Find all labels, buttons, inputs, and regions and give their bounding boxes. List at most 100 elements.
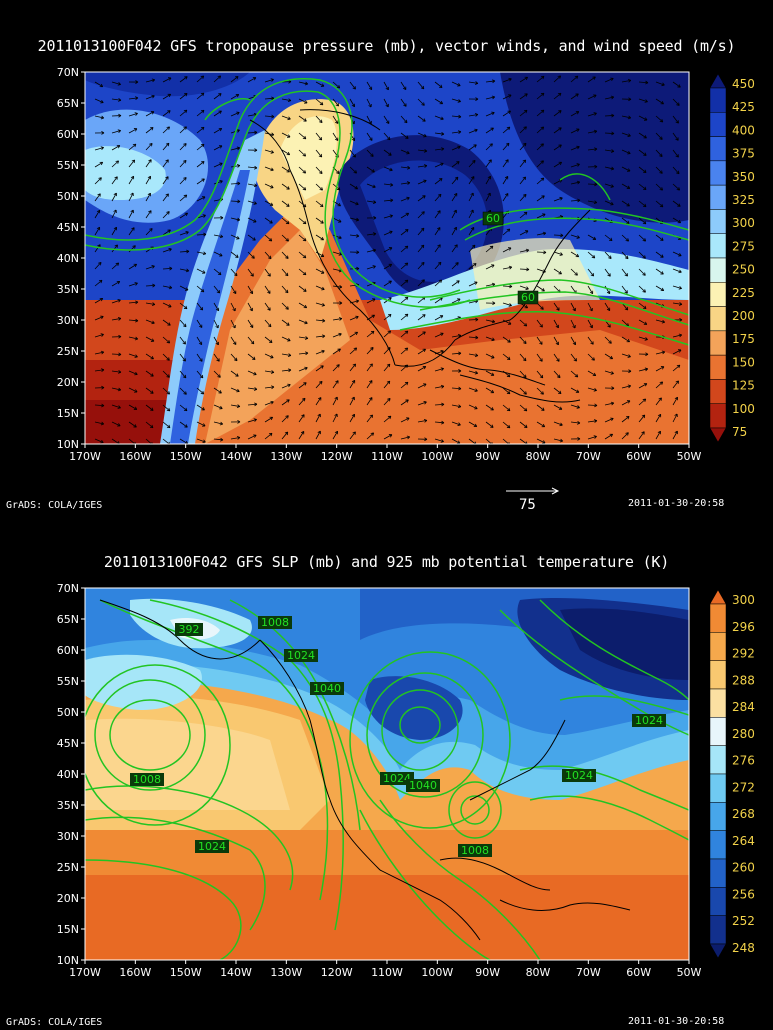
lon-label: 100W — [421, 450, 453, 463]
svg-text:1008: 1008 — [133, 773, 161, 786]
colorbar-label: 350 — [732, 170, 755, 184]
colorbar-swatch — [709, 354, 727, 380]
panel2-footer-right: 2011-01-30-20:58 — [628, 1016, 725, 1027]
lat-label: 25N — [57, 861, 79, 874]
svg-text:1008: 1008 — [261, 616, 289, 629]
colorbar-label: 300 — [732, 216, 755, 230]
panel1-colorbar: 450 425 400 375 350 325 300 275 250 225 200 175 150 1… — [709, 73, 755, 443]
lon-label: 70W — [576, 450, 601, 463]
lon-label: 80W — [526, 966, 551, 979]
panel2-field: 392 1008 1024 1040 1024 1040 1024 1024 1… — [85, 588, 689, 960]
lat-label: 30N — [57, 314, 79, 327]
lat-label: 10N — [57, 954, 79, 967]
colorbar-label: 300 — [732, 593, 755, 607]
lon-label: 110W — [371, 450, 403, 463]
colorbar-label: 325 — [732, 193, 755, 207]
colorbar-swatch — [709, 87, 727, 113]
panel2-footer-left: GrADS: COLA/IGES — [6, 1017, 103, 1028]
svg-text:60: 60 — [521, 291, 535, 304]
panel1-title: 2011013100F042 GFS tropopause pressure (… — [37, 37, 736, 55]
lon-label: 70W — [576, 966, 601, 979]
lon-label: 50W — [677, 450, 702, 463]
colorbar-label: 296 — [732, 620, 755, 634]
lat-label: 35N — [57, 283, 79, 296]
colorbar-label: 175 — [732, 332, 755, 346]
svg-text:1008: 1008 — [461, 844, 489, 857]
lat-label: 45N — [57, 737, 79, 750]
panel1-footer-right: 2011-01-30-20:58 — [628, 498, 725, 509]
colorbar-label: 264 — [732, 834, 755, 848]
colorbar-label: 276 — [732, 754, 755, 768]
panel1-map: 60 60 70N 65N 60N 55N 50N 45N 40N 35N 30N 25N 20N 1… — [57, 66, 755, 463]
lon-label: 140W — [220, 450, 252, 463]
svg-text:1024: 1024 — [287, 649, 315, 662]
svg-text:1024: 1024 — [565, 769, 593, 782]
lon-label: 100W — [421, 966, 453, 979]
lon-label: 130W — [270, 450, 302, 463]
lat-label: 30N — [57, 830, 79, 843]
lat-label: 20N — [57, 376, 79, 389]
colorbar-label: 75 — [732, 425, 747, 439]
lon-label: 150W — [170, 966, 202, 979]
lon-label: 160W — [119, 450, 151, 463]
colorbar-swatch — [709, 717, 727, 746]
colorbar-swatch — [709, 306, 727, 332]
svg-text:60: 60 — [486, 212, 500, 225]
svg-text:392: 392 — [179, 623, 200, 636]
lat-label: 50N — [57, 190, 79, 203]
colorbar-swatch — [709, 745, 727, 775]
svg-text:1040: 1040 — [313, 682, 341, 695]
colorbar-label: 292 — [732, 647, 755, 661]
lon-label: 170W — [69, 450, 101, 463]
colorbar-label: 125 — [732, 379, 755, 393]
colorbar-swatch — [709, 73, 727, 89]
colorbar-swatch — [709, 858, 727, 888]
lat-label: 55N — [57, 675, 79, 688]
colorbar-label: 260 — [732, 861, 755, 875]
panel1-contour-labels: 60 60 — [482, 211, 539, 305]
colorbar-swatch — [709, 330, 727, 356]
colorbar-swatch — [709, 632, 727, 661]
panel2-contour-labels: 392 1008 1024 1040 1024 1040 1024 1024 1… — [130, 616, 666, 857]
lon-label: 150W — [170, 450, 202, 463]
colorbar-label: 280 — [732, 727, 755, 741]
colorbar-label: 200 — [732, 309, 755, 323]
lat-label: 70N — [57, 582, 79, 595]
panel2-title: 2011013100F042 GFS SLP (mb) and 925 mb p… — [103, 553, 670, 571]
panel1-footer-left: GrADS: COLA/IGES — [6, 500, 103, 511]
lat-label: 60N — [57, 128, 79, 141]
lat-label: 40N — [57, 768, 79, 781]
lat-label: 65N — [57, 613, 79, 626]
lon-label: 90W — [475, 966, 500, 979]
lat-label: 65N — [57, 97, 79, 110]
colorbar-swatch — [709, 589, 727, 605]
lon-label: 160W — [119, 966, 151, 979]
colorbar-swatch — [709, 603, 727, 633]
lat-label: 45N — [57, 221, 79, 234]
lat-label: 60N — [57, 644, 79, 657]
colorbar-swatch — [709, 209, 727, 234]
lat-label: 40N — [57, 252, 79, 265]
colorbar-swatch — [709, 802, 727, 831]
colorbar-label: 150 — [732, 355, 755, 369]
colorbar-label: 225 — [732, 286, 755, 300]
lon-label: 120W — [321, 966, 353, 979]
lon-label: 120W — [321, 450, 353, 463]
panel2-map: 392 1008 1024 1040 1024 1040 1024 1024 1… — [57, 582, 755, 979]
colorbar-swatch — [709, 660, 727, 690]
colorbar-swatch — [709, 184, 727, 210]
colorbar-label: 275 — [732, 239, 755, 253]
colorbar-label: 425 — [732, 100, 755, 114]
lon-label: 110W — [371, 966, 403, 979]
panel1-axes: 70N65N60N55N50N45N40N35N30N25N20N15N10N1… — [57, 66, 702, 463]
lon-label: 140W — [220, 966, 252, 979]
svg-text:1024: 1024 — [383, 772, 411, 785]
colorbar-swatch — [709, 112, 727, 137]
colorbar-swatch — [709, 427, 727, 443]
panel1-field: 60 60 — [85, 72, 689, 444]
lat-label: 35N — [57, 799, 79, 812]
colorbar-swatch — [709, 379, 727, 404]
colorbar-label: 375 — [732, 147, 755, 161]
colorbar-swatch — [709, 403, 727, 429]
